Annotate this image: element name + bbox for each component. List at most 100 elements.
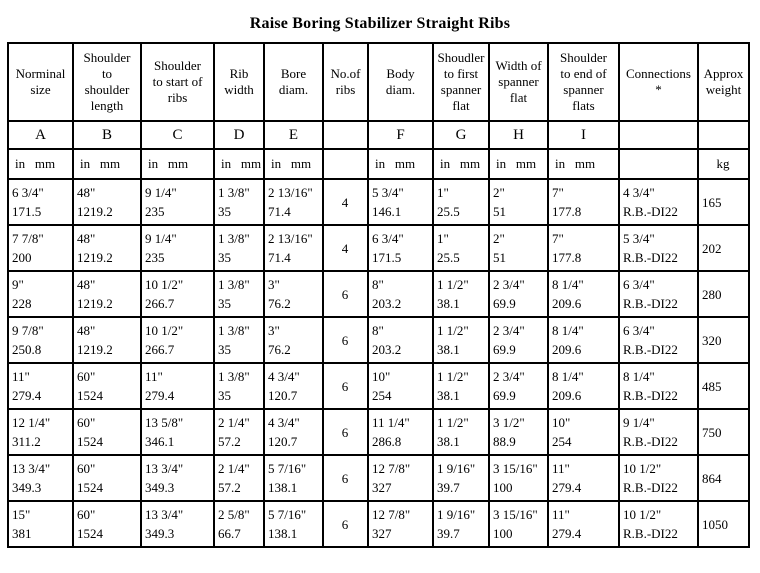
data-cell: 2 3/4" 69.9 [488, 362, 549, 410]
data-cell: 12 7/8" 327 [367, 454, 434, 502]
letter-cell [322, 120, 369, 150]
data-cell: 10" 254 [367, 362, 434, 410]
table-row: 15" 381 60" 1524 13 3/4" 349.3 2 5/8" 66.7 5… [7, 500, 750, 548]
data-cell: 1 1/2" 38.1 [432, 316, 490, 364]
data-cell: 8 1/4" R.B.-DI22 [618, 362, 699, 410]
data-cell: 6 [322, 316, 369, 364]
header-cell: Rib width [213, 42, 265, 122]
unit-cell [322, 148, 369, 180]
table-row: 13 3/4" 349.3 60" 1524 13 3/4" 349.3 2 1/4"… [7, 454, 750, 502]
data-cell: 6 3/4" R.B.-DI22 [618, 316, 699, 364]
data-cell: 864 [697, 454, 750, 502]
data-cell: 1 9/16" 39.7 [432, 500, 490, 548]
data-cell: 1 1/2" 38.1 [432, 408, 490, 456]
data-cell: 9 1/4" R.B.-DI22 [618, 408, 699, 456]
data-cell: 2" 51 [488, 178, 549, 226]
data-cell: 2" 51 [488, 224, 549, 272]
letter-cell: A [7, 120, 74, 150]
table-row: 12 1/4" 311.2 60" 1524 13 5/8" 346.1 2 1/4"… [7, 408, 750, 456]
stabilizer-table: Norminal size Shoulder to shoulder length… [7, 42, 750, 548]
letter-cell: I [547, 120, 620, 150]
data-cell: 6 3/4" R.B.-DI22 [618, 270, 699, 318]
data-cell: 4 [322, 178, 369, 226]
data-cell: 1 9/16" 39.7 [432, 454, 490, 502]
data-cell: 1 3/8" 35 [213, 224, 265, 272]
data-cell: 11" 279.4 [7, 362, 74, 410]
data-cell: 13 3/4" 349.3 [140, 454, 215, 502]
data-cell: 60" 1524 [72, 362, 142, 410]
data-cell: 10 1/2" R.B.-DI22 [618, 500, 699, 548]
data-cell: 6 3/4" 171.5 [367, 224, 434, 272]
table-row: 9" 228 48" 1219.2 10 1/2" 266.7 1 3/8" 35 3"… [7, 270, 750, 318]
data-cell: 11" 279.4 [547, 500, 620, 548]
data-cell: 11" 279.4 [140, 362, 215, 410]
data-cell: 15" 381 [7, 500, 74, 548]
data-cell: 2 13/16" 71.4 [263, 224, 324, 272]
header-cell: Body diam. [367, 42, 434, 122]
data-cell: 8 1/4" 209.6 [547, 362, 620, 410]
data-cell: 7 7/8" 200 [7, 224, 74, 272]
data-cell: 3 1/2" 88.9 [488, 408, 549, 456]
data-cell: 3 15/16" 100 [488, 454, 549, 502]
header-label-row: Norminal size Shoulder to shoulder length… [7, 42, 750, 122]
letter-cell [697, 120, 750, 150]
data-cell: 12 7/8" 327 [367, 500, 434, 548]
table-row: 7 7/8" 200 48" 1219.2 9 1/4" 235 1 3/8" 35 2… [7, 224, 750, 272]
unit-row: in mm in mm in mm in mm in mm in mm in mm in mm… [7, 148, 750, 180]
data-cell: 5 3/4" 146.1 [367, 178, 434, 226]
data-cell: 750 [697, 408, 750, 456]
data-cell: 3 15/16" 100 [488, 500, 549, 548]
data-cell: 13 3/4" 349.3 [7, 454, 74, 502]
data-cell: 10 1/2" 266.7 [140, 316, 215, 364]
data-cell: 3" 76.2 [263, 316, 324, 364]
data-cell: 48" 1219.2 [72, 316, 142, 364]
data-cell: 4 3/4" R.B.-DI22 [618, 178, 699, 226]
data-cell: 4 3/4" 120.7 [263, 362, 324, 410]
data-cell: 6 3/4" 171.5 [7, 178, 74, 226]
data-cell: 1 3/8" 35 [213, 362, 265, 410]
data-cell: 10" 254 [547, 408, 620, 456]
data-cell: 4 3/4" 120.7 [263, 408, 324, 456]
header-cell: Shoulder to start of ribs [140, 42, 215, 122]
data-cell: 48" 1219.2 [72, 270, 142, 318]
data-cell: 5 7/16" 138.1 [263, 500, 324, 548]
data-cell: 13 5/8" 346.1 [140, 408, 215, 456]
data-cell: 2 1/4" 57.2 [213, 408, 265, 456]
letter-cell: D [213, 120, 265, 150]
data-cell: 6 [322, 454, 369, 502]
data-cell: 1 3/8" 35 [213, 316, 265, 364]
header-cell: No.of ribs [322, 42, 369, 122]
data-cell: 60" 1524 [72, 500, 142, 548]
unit-cell: in mm [432, 148, 490, 180]
data-cell: 9 1/4" 235 [140, 178, 215, 226]
unit-cell: in mm [7, 148, 74, 180]
data-cell: 9 7/8" 250.8 [7, 316, 74, 364]
letter-cell: C [140, 120, 215, 150]
data-cell: 8 1/4" 209.6 [547, 316, 620, 364]
data-cell: 10 1/2" R.B.-DI22 [618, 454, 699, 502]
data-cell: 8" 203.2 [367, 316, 434, 364]
table-row: 9 7/8" 250.8 48" 1219.2 10 1/2" 266.7 1 3/8… [7, 316, 750, 364]
header-cell: Bore diam. [263, 42, 324, 122]
data-cell: 2 13/16" 71.4 [263, 178, 324, 226]
header-cell: Shoulder to shoulder length [72, 42, 142, 122]
data-cell: 165 [697, 178, 750, 226]
data-cell: 1" 25.5 [432, 224, 490, 272]
data-cell: 48" 1219.2 [72, 224, 142, 272]
data-cell: 6 [322, 270, 369, 318]
header-cell: Shoulder to end of spanner flats [547, 42, 620, 122]
data-cell: 1 3/8" 35 [213, 178, 265, 226]
data-cell: 8 1/4" 209.6 [547, 270, 620, 318]
data-cell: 7" 177.8 [547, 224, 620, 272]
unit-cell: in mm [367, 148, 434, 180]
data-cell: 202 [697, 224, 750, 272]
data-cell: 4 [322, 224, 369, 272]
data-cell: 7" 177.8 [547, 178, 620, 226]
data-cell: 3" 76.2 [263, 270, 324, 318]
table-row: 6 3/4" 171.5 48" 1219.2 9 1/4" 235 1 3/8" 3… [7, 178, 750, 226]
data-cell: 9" 228 [7, 270, 74, 318]
unit-cell: kg [697, 148, 750, 180]
unit-cell: in mm [263, 148, 324, 180]
